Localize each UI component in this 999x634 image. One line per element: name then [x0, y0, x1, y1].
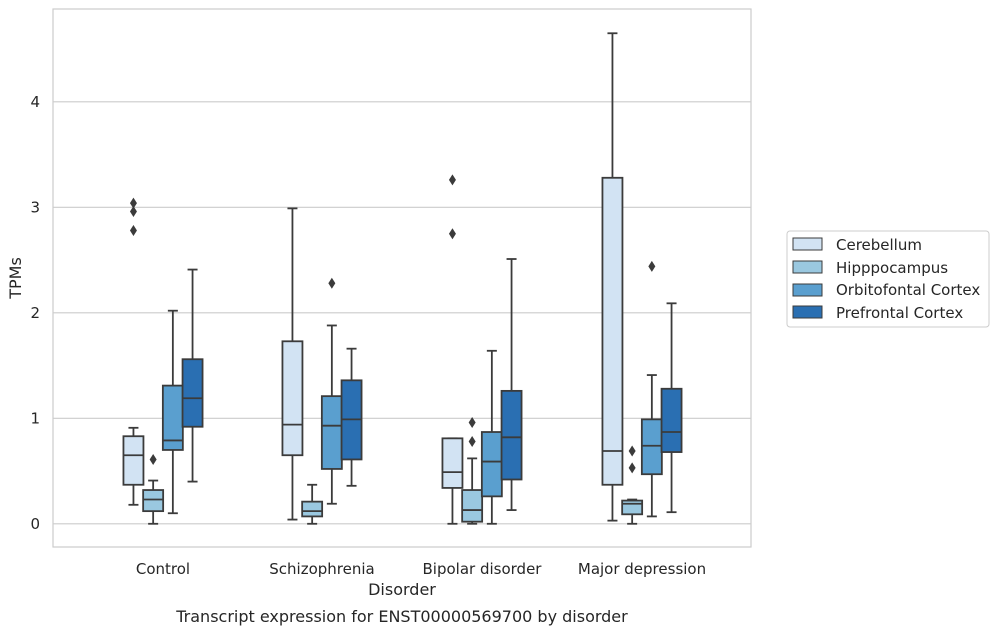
y-tick-label: 3 — [30, 198, 40, 216]
outlier-point — [448, 174, 456, 186]
outlier-point — [149, 453, 157, 465]
legend-label: Prefrontal Cortex — [836, 304, 963, 322]
legend-frame — [786, 230, 990, 328]
box-series-group — [122, 32, 683, 525]
outlier-point — [628, 462, 636, 474]
y-axis-label: TPMs — [6, 257, 25, 300]
box-0 — [142, 453, 165, 525]
box-0 — [181, 268, 204, 483]
legend-label: Orbitofontal Cortex — [836, 281, 980, 299]
x-tick-label: Bipolar disorder — [423, 560, 543, 578]
outlier-point — [328, 277, 336, 289]
box-3 — [660, 302, 683, 514]
box-body — [441, 437, 464, 489]
x-tick-label: Schizophrenia — [269, 560, 374, 578]
legend-swatch — [792, 283, 823, 297]
outlier-point — [468, 417, 476, 429]
box-body — [301, 500, 324, 518]
series-0 — [122, 32, 624, 525]
legend-swatch — [792, 237, 823, 251]
plot-area-frame — [52, 8, 752, 548]
box-1 — [340, 347, 363, 487]
box-1 — [301, 483, 324, 525]
box-body — [142, 489, 165, 513]
legend-swatch — [792, 305, 823, 319]
legend: Cerebellum Hipppocampus Orbitofontal Cor… — [786, 230, 990, 328]
box-body — [601, 176, 624, 486]
legend-label: Hipppocampus — [836, 259, 948, 277]
box-body — [660, 387, 683, 453]
series-3 — [181, 258, 683, 514]
outlier-point — [648, 260, 656, 272]
x-tick-label: Major depression — [578, 560, 706, 578]
box-0 — [161, 309, 184, 515]
legend-label: Cerebellum — [836, 236, 922, 254]
box-body — [320, 395, 343, 470]
box-3 — [621, 445, 644, 525]
box-2 — [461, 417, 484, 525]
chart-title: Transcript expression for ENST0000056970… — [175, 607, 628, 626]
x-axis-label: Disorder — [368, 580, 436, 599]
box-body — [621, 499, 644, 516]
y-tick-label: 4 — [30, 93, 40, 111]
box-body — [281, 340, 304, 457]
y-tick-label: 1 — [30, 409, 40, 427]
box-body — [122, 435, 145, 486]
box-3 — [640, 260, 663, 518]
box-1 — [320, 277, 343, 505]
outlier-point — [129, 206, 137, 218]
box-body — [181, 358, 204, 428]
y-tick-label: 2 — [30, 304, 40, 322]
box-body — [480, 431, 503, 498]
outlier-point — [129, 225, 137, 237]
y-tick-label: 0 — [30, 515, 40, 533]
y-axis-ticks: 0 1 2 3 4 — [30, 93, 40, 533]
outlier-point — [628, 445, 636, 457]
box-body — [640, 418, 663, 476]
box-1 — [281, 207, 304, 521]
legend-swatch — [792, 260, 823, 274]
outlier-point — [129, 197, 137, 209]
outlier-point — [468, 436, 476, 448]
x-tick-label: Control — [136, 560, 190, 578]
box-3 — [601, 32, 624, 522]
box-2 — [441, 174, 464, 525]
box-0 — [122, 197, 145, 506]
box-body — [461, 489, 484, 523]
series-1 — [142, 417, 644, 525]
series-2 — [161, 260, 663, 525]
box-2 — [500, 258, 523, 511]
box-body — [500, 389, 523, 481]
x-axis-ticks: Control Schizophrenia Bipolar disorder Majo… — [136, 560, 706, 578]
box-2 — [480, 349, 503, 525]
outlier-point — [448, 228, 456, 240]
